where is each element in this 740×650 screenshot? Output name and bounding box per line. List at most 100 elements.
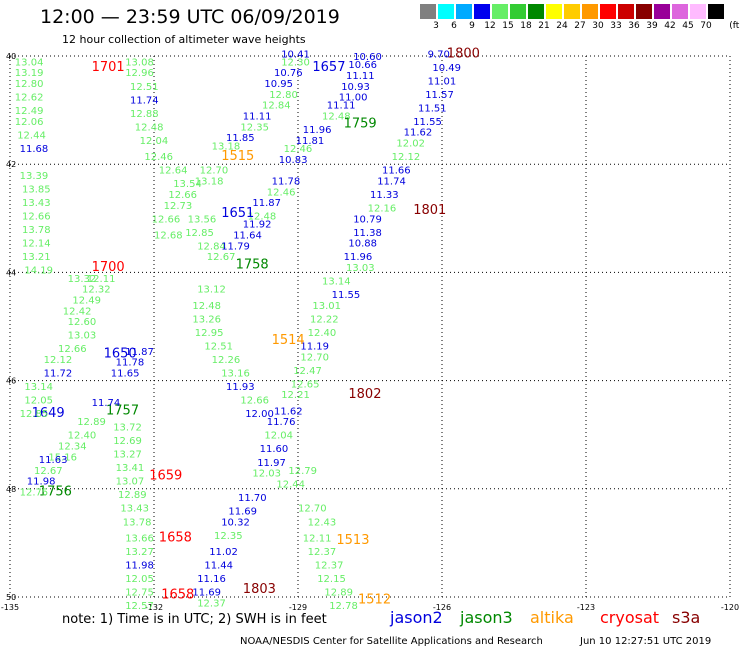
lon-label: -120 (721, 603, 739, 612)
wave-height-value: 12.35 (214, 531, 243, 542)
wave-height-value: 12.85 (20, 409, 49, 420)
wave-height-value: 11.33 (370, 190, 399, 201)
legend-label: 30 (592, 21, 604, 31)
wave-height-value: 11.51 (418, 103, 447, 114)
legend-swatch (600, 4, 617, 19)
wave-height-value: 12.49 (72, 295, 101, 306)
wave-height-value: 12.89 (324, 588, 353, 599)
satellite-jason2: jason2 (390, 608, 443, 627)
wave-height-value: 11.76 (267, 417, 296, 428)
legend-swatch (564, 4, 581, 19)
wave-height-value: 12.11 (303, 533, 332, 544)
wave-height-value: 13.41 (116, 463, 145, 474)
wave-height-value: 11.38 (353, 228, 382, 239)
wave-height-value: 13.78 (123, 517, 152, 528)
wave-height-value: 11.69 (192, 588, 221, 599)
wave-height-value: 11.16 (197, 574, 226, 585)
wave-height-value: 13.43 (22, 198, 51, 209)
wave-height-value: 12.12 (392, 152, 421, 163)
wave-height-value: 13.08 (125, 57, 154, 68)
wave-height-value: 12.46 (267, 187, 296, 198)
wave-height-value: 13.39 (20, 171, 49, 182)
pass-time-label: 1803 (243, 582, 276, 597)
pass-time-label: 1759 (344, 117, 377, 132)
pass-time-label: 1800 (447, 46, 480, 61)
wave-height-value: 10.93 (341, 82, 370, 93)
wave-height-value: 11.79 (221, 241, 250, 252)
wave-height-value: 10.60 (353, 52, 382, 63)
legend-label: 18 (520, 21, 532, 31)
wave-height-value: 12.37 (315, 561, 344, 572)
wave-height-value: 12.04 (140, 136, 169, 147)
wave-height-value: 11.85 (226, 133, 255, 144)
legend-swatch (528, 4, 545, 19)
wave-height-value: 12.70 (300, 352, 329, 363)
legend-unit: (ft) (729, 21, 740, 31)
legend-swatch (636, 4, 653, 19)
wave-height-value: 12.11 (87, 274, 116, 285)
wave-height-value: 12.51 (130, 82, 159, 93)
wave-height-value: 12.03 (252, 469, 281, 480)
wave-height-value: 12.46 (284, 144, 313, 155)
wave-height-value: 12.30 (281, 57, 310, 68)
wave-height-value: 10.88 (348, 239, 377, 250)
wave-height-value: 12.44 (276, 479, 305, 490)
legend-label: 42 (664, 21, 676, 31)
wave-height-value: 11.11 (243, 112, 272, 123)
wave-height-value: 13.18 (212, 141, 241, 152)
wave-height-value: 12.48 (135, 122, 164, 133)
pass-time-label: 1658 (159, 530, 192, 545)
legend-label: 9 (469, 21, 475, 31)
wave-height-value: 11.02 (209, 547, 238, 558)
wave-height-value: 10.95 (264, 79, 293, 90)
wave-height-value: 12.96 (125, 68, 154, 79)
wave-height-value: 11.74 (377, 176, 406, 187)
wave-height-value: 11.97 (257, 458, 286, 469)
wave-height-value: 12.65 (291, 379, 320, 390)
pass-time-label: 1513 (336, 533, 369, 548)
pass-time-label: 1701 (92, 60, 125, 75)
wave-height-value: 11.01 (428, 76, 457, 87)
wave-height-value: 11.60 (260, 444, 289, 455)
wave-height-value: 11.92 (243, 220, 272, 231)
wave-height-value: 13.12 (197, 285, 226, 296)
wave-height-value: 11.78 (272, 176, 301, 187)
wave-height-value: 11.98 (125, 561, 154, 572)
wave-height-value: 12.89 (118, 490, 147, 501)
wave-height-value: 12.75 (20, 488, 49, 499)
legend-swatch (492, 4, 509, 19)
wave-height-value: 12.70 (200, 166, 229, 177)
wave-height-value: 11.87 (125, 347, 154, 358)
wave-height-value: 14.19 (24, 266, 53, 277)
legend-label: 70 (700, 21, 712, 31)
wave-height-value: 13.18 (195, 176, 224, 187)
wave-height-value: 13.66 (125, 533, 154, 544)
pass-time-label: 1512 (358, 593, 391, 608)
legend-label: 21 (538, 21, 550, 31)
wave-height-value: 11.98 (27, 477, 56, 488)
wave-height-value: 13.54 (173, 179, 202, 190)
wave-height-value: 12.47 (293, 366, 322, 377)
wave-height-value: 12.78 (329, 601, 358, 612)
wave-height-value: 11.70 (238, 493, 267, 504)
wave-height-value: 13.04 (15, 57, 44, 68)
wave-height-value: 12.42 (63, 306, 92, 317)
legend-label: 15 (502, 21, 514, 31)
wave-height-value: 11.96 (344, 252, 373, 263)
wave-height-value: 12.02 (396, 139, 425, 150)
legend-swatch (690, 4, 707, 19)
wave-height-value: 12.66 (22, 212, 51, 223)
wave-height-value: 11.44 (204, 561, 233, 572)
legend-label: 24 (556, 21, 568, 31)
wave-height-value: 10.49 (432, 63, 461, 74)
wave-height-value: 11.68 (20, 144, 49, 155)
wave-height-value: 12.21 (281, 390, 310, 401)
wave-height-value: 11.11 (327, 101, 356, 112)
wave-height-value: 13.21 (22, 252, 51, 263)
wave-height-value: 12.15 (317, 574, 346, 585)
wave-height-value: 12.16 (368, 203, 397, 214)
wave-height-value: 12.12 (44, 355, 73, 366)
wave-height-value: 13.07 (116, 477, 145, 488)
lon-label: -126 (433, 603, 451, 612)
wave-height-value: 13.26 (192, 314, 221, 325)
